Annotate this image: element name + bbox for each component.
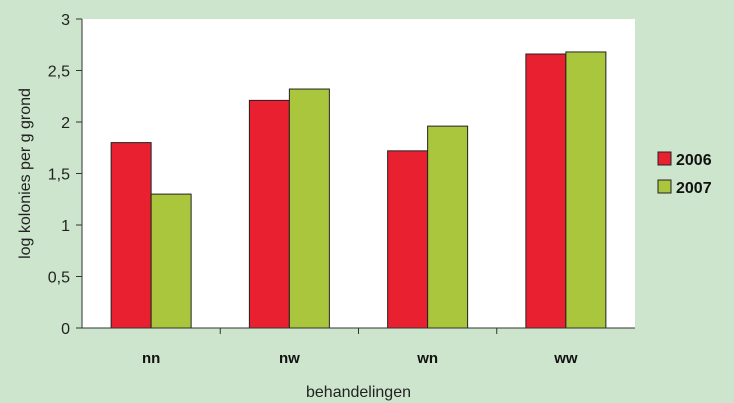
y-tick-label: 0,5 (48, 270, 70, 287)
legend-swatch-2006 (657, 151, 672, 166)
y-tick-label: 2 (61, 115, 70, 132)
y-axis-label: log kolonies per g grond (17, 88, 34, 259)
y-tick-label: 1 (61, 218, 70, 235)
bar-2006-nw (248, 99, 290, 329)
y-tick-label: 0 (61, 321, 70, 338)
legend-label-2006: 2006 (676, 152, 712, 169)
x-tick-label: wn (416, 350, 438, 367)
x-axis-ticks: nn nw wn ww (142, 328, 578, 367)
legend: 2006 2007 (657, 151, 712, 197)
y-tick-label: 3 (61, 12, 70, 29)
y-tick-label: 2,5 (48, 64, 70, 81)
legend-label-2007: 2007 (676, 180, 712, 197)
y-axis-ticks: 0 0,5 1 1,5 2 2,5 3 (48, 12, 82, 338)
bar-2007-nn (150, 193, 192, 329)
x-tick-label: nn (142, 350, 160, 367)
legend-swatch-2007 (657, 179, 672, 194)
bar-2006-ww (525, 53, 567, 329)
x-tick-label: nw (279, 350, 300, 367)
y-tick-label: 1,5 (48, 167, 70, 184)
x-tick-label: ww (553, 350, 578, 367)
bar-2007-wn (427, 125, 469, 329)
x-axis-label: behandelingen (306, 384, 411, 401)
bar-2006-wn (387, 150, 429, 329)
bar-2006-nn (110, 142, 152, 329)
bar-2007-ww (565, 51, 607, 329)
bars (110, 51, 607, 329)
bar-2007-nw (288, 88, 330, 329)
